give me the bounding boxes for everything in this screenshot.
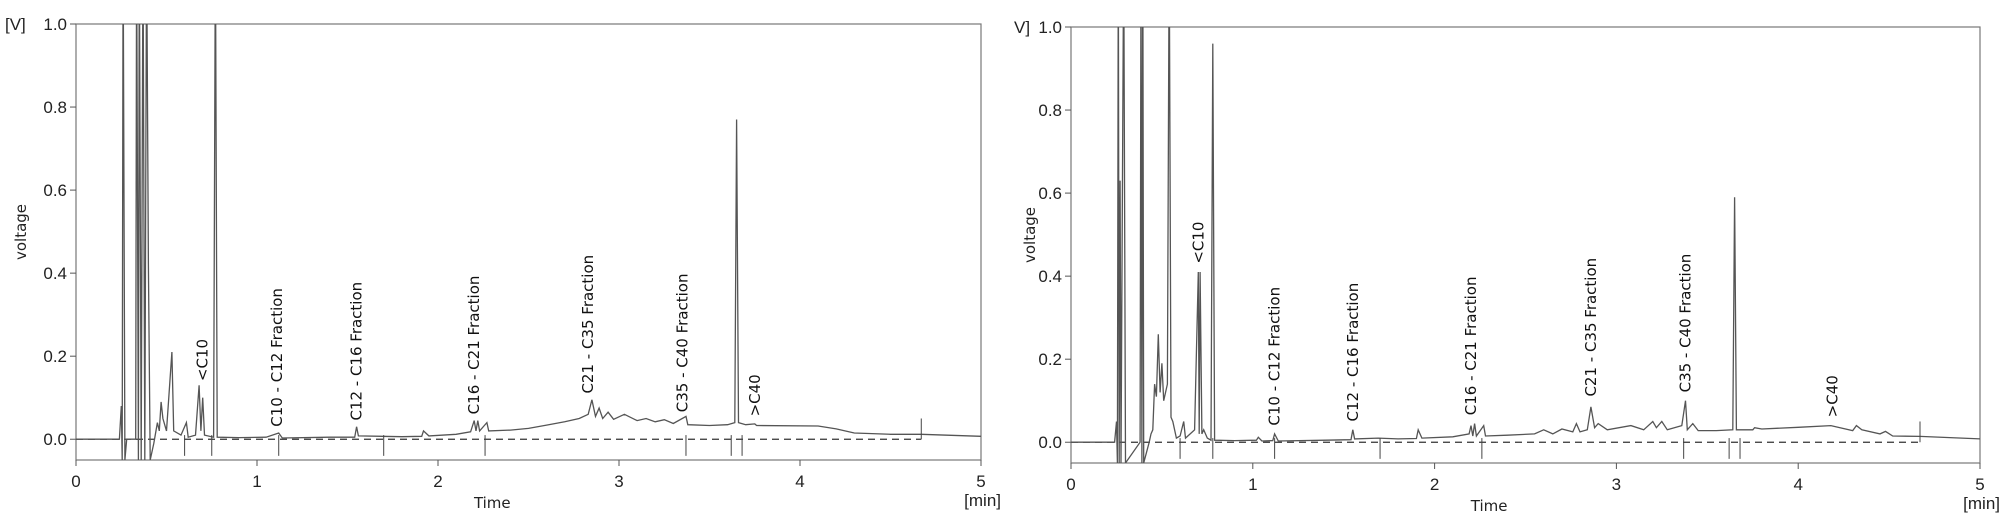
y-tick-label: 1.0 <box>43 15 67 34</box>
plot-frame <box>1070 26 1981 464</box>
y-tick-label: 0.0 <box>1038 433 1062 452</box>
x-unit-label: [min] <box>964 491 1001 510</box>
y-axis-label: voltage <box>12 204 30 260</box>
chart-1: 0.0 0.2 0.4 0.6 0.8 1.0 0 1 2 3 4 5 [V] voltage Time [m… <box>5 15 1001 512</box>
x-tick-label: 0 <box>71 472 80 491</box>
y-unit-label: V] <box>1014 18 1030 37</box>
x-unit-label: [min] <box>1963 494 2000 513</box>
x-tick-label: 0 <box>1066 475 1075 494</box>
y-tick-label: 0.2 <box>1038 350 1062 369</box>
peak-annotation: <C10 <box>1189 222 1207 264</box>
y-tick-label: 0.8 <box>1038 101 1062 120</box>
x-tick-label: 3 <box>614 472 623 491</box>
peak-annotation: <C10 <box>194 339 212 381</box>
peak-annotation: C21 - C35 Fraction <box>1582 258 1600 397</box>
y-tick-label: 0.6 <box>43 181 67 200</box>
y-tick-label: 0.2 <box>43 347 67 366</box>
x-axis-label: Time <box>473 494 511 512</box>
x-axis-label: Time <box>1470 497 1508 515</box>
x-tick-label: 2 <box>433 472 442 491</box>
peak-annotation: C35 - C40 Fraction <box>1676 254 1694 393</box>
x-tick-label: 4 <box>795 472 804 491</box>
y-tick-label: 0.8 <box>43 98 67 117</box>
y-tick-label: 0.0 <box>43 430 67 449</box>
x-tick-label: 3 <box>1612 475 1621 494</box>
x-tick-label: 1 <box>252 472 261 491</box>
peak-annotation: >C40 <box>746 374 764 416</box>
x-tick-label: 2 <box>1430 475 1439 494</box>
x-tick-label: 1 <box>1248 475 1257 494</box>
y-tick-label: 1.0 <box>1038 18 1062 37</box>
y-unit-label: [V] <box>5 15 26 34</box>
peak-annotation: C12 - C16 Fraction <box>348 282 366 421</box>
plot-frame <box>75 23 982 461</box>
y-tick-label: 0.6 <box>1038 184 1062 203</box>
peak-annotation: C16 - C21 Fraction <box>465 276 483 415</box>
peak-annotation: C16 - C21 Fraction <box>1462 277 1480 416</box>
x-tick-label: 5 <box>1975 475 1984 494</box>
peak-annotation: C21 - C35 Fraction <box>579 255 597 394</box>
y-axis-label: voltage <box>1021 207 1039 263</box>
y-tick-label: 0.4 <box>1038 267 1062 286</box>
x-tick-label: 4 <box>1793 475 1802 494</box>
chromatogram-trace <box>1071 27 1980 463</box>
peak-annotation: C10 - C12 Fraction <box>1266 287 1284 426</box>
peak-annotation: C10 - C12 Fraction <box>268 288 286 427</box>
chart-2: 0.0 0.2 0.4 0.6 0.8 1.0 0 1 2 3 4 5 V] voltage Time [mi… <box>1014 18 2000 515</box>
peak-annotation: >C40 <box>1824 375 1842 417</box>
peak-annotation: C12 - C16 Fraction <box>1344 283 1362 422</box>
chromatogram-trace <box>76 24 981 460</box>
peak-annotation: C35 - C40 Fraction <box>673 274 691 413</box>
x-tick-label: 5 <box>976 472 985 491</box>
y-tick-label: 0.4 <box>43 264 67 283</box>
